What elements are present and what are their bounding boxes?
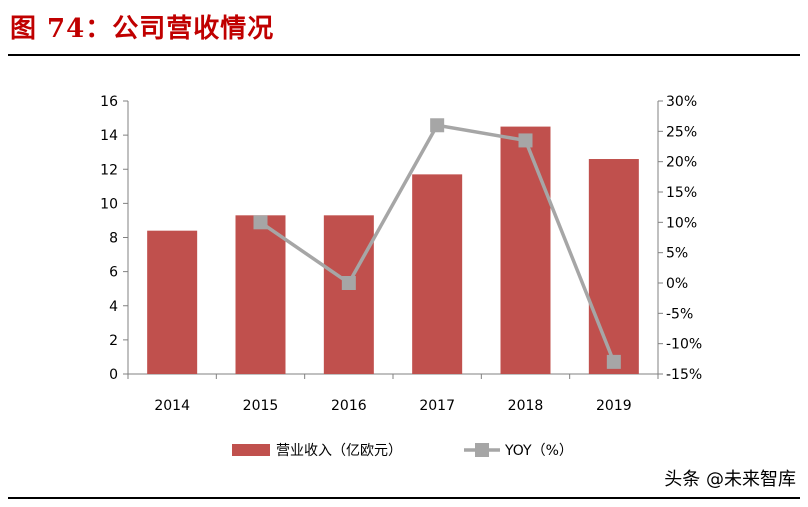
legend-label-yoy: YOY（%） [504, 443, 573, 459]
left-tick-label: 8 [109, 231, 118, 247]
left-tick-label: 10 [100, 196, 118, 212]
legend-swatch-revenue [232, 444, 270, 456]
left-tick-label: 0 [109, 367, 118, 383]
bar [235, 215, 286, 374]
right-tick-label: 0% [666, 276, 688, 292]
x-tick-label: 2018 [508, 398, 544, 414]
left-tick-label: 4 [109, 299, 118, 315]
bar [147, 230, 198, 374]
yoy-marker [430, 118, 445, 133]
right-tick-label: 10% [666, 215, 697, 231]
right-tick-label: -5% [666, 306, 693, 322]
x-tick-label: 2015 [243, 398, 279, 414]
x-tick-label: 2016 [331, 398, 367, 414]
figure-title: 图 74：公司营收情况 [10, 14, 275, 44]
right-tick-label: 25% [666, 124, 697, 140]
axes [123, 100, 663, 379]
bar [588, 159, 639, 374]
legend: 营业收入（亿欧元） YOY（%） [232, 443, 573, 459]
right-tick-label: 15% [666, 185, 697, 201]
left-tick-label: 2 [109, 333, 118, 349]
legend-label-revenue: 营业收入（亿欧元） [276, 443, 402, 459]
bar [500, 126, 551, 374]
x-tick-label: 2017 [419, 398, 455, 414]
bar [323, 215, 374, 374]
yoy-marker [518, 133, 533, 148]
x-tick-label: 2014 [154, 398, 190, 414]
legend-marker-yoy [475, 443, 489, 457]
bar [412, 174, 463, 374]
right-tick-label: -10% [666, 337, 702, 353]
left-tick-label: 6 [109, 265, 118, 281]
bar-series [147, 126, 639, 374]
watermark: 头条 @未来智库 [664, 469, 796, 490]
right-tick-label: 5% [666, 246, 688, 262]
yoy-marker [253, 215, 268, 230]
yoy-marker [341, 276, 356, 290]
left-tick-label: 16 [100, 94, 118, 110]
title-rule [8, 54, 800, 56]
yoy-marker [606, 354, 621, 369]
bottom-rule [8, 497, 800, 499]
right-tick-label: -15% [666, 367, 702, 383]
yoy-series [253, 118, 621, 369]
right-tick-label: 20% [666, 155, 697, 171]
left-tick-label: 14 [100, 128, 118, 144]
x-tick-label: 2019 [596, 398, 632, 414]
tick-labels: 0 2 4 6 8 10 12 14 16 -15% -10% -5% 0% 5% 10% 15% 20% 25%… [100, 94, 702, 414]
left-tick-label: 12 [100, 162, 118, 178]
right-tick-label: 30% [666, 94, 697, 110]
